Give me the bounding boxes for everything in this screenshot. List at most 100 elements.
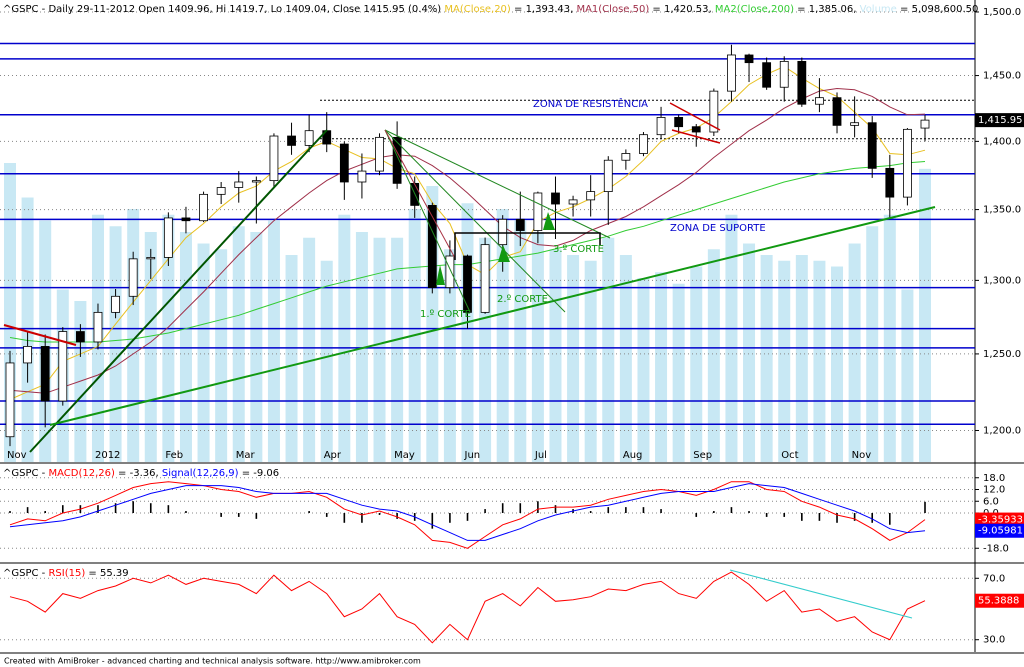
- header-part: = 1,385.06,: [794, 4, 860, 15]
- histogram-bar: [431, 513, 434, 529]
- candle-body: [779, 60, 789, 88]
- candle-body: [674, 117, 684, 128]
- header-part: MA2(Close,200): [715, 4, 794, 15]
- histogram-bar: [853, 513, 856, 521]
- value-tag: [975, 113, 1024, 128]
- candle-body: [181, 217, 191, 222]
- volume-bar: [391, 237, 404, 462]
- candle-body: [216, 187, 226, 195]
- x-tick-label: Feb: [165, 450, 183, 461]
- volume-bar: [21, 197, 34, 462]
- volume-bar: [250, 232, 263, 462]
- candle-body: [551, 192, 560, 205]
- histogram-bar: [924, 501, 926, 513]
- value-tag: [975, 512, 1024, 527]
- volume-bar: [672, 283, 685, 462]
- volume-bar: [496, 209, 509, 462]
- candle-body: [427, 205, 437, 288]
- candle-body: [75, 331, 85, 343]
- volume-bar: [707, 249, 720, 462]
- histogram-bar: [625, 507, 627, 513]
- histogram-bar: [889, 513, 891, 525]
- trend-line: [384, 129, 456, 259]
- y-tick-label: 1,300.0: [983, 275, 1021, 286]
- y-tick-label: 1,450.0: [983, 71, 1021, 82]
- y-tick-label: 12.0: [983, 485, 1005, 496]
- x-tick-label: Jun: [464, 450, 481, 461]
- trend-line: [384, 129, 471, 313]
- arrow: [498, 245, 510, 262]
- trend-line: [29, 129, 328, 453]
- x-tick-label: Nov: [852, 450, 872, 461]
- y-tick-label: 1,400.0: [983, 136, 1021, 147]
- x-tick-label: May: [394, 450, 415, 461]
- volume-bar: [584, 260, 597, 462]
- candle-body: [357, 170, 367, 183]
- candle-body: [709, 90, 719, 133]
- histogram-bar: [519, 503, 522, 513]
- volume-bar: [848, 243, 861, 462]
- trend-line: [3, 324, 77, 346]
- volume-bar: [531, 232, 544, 462]
- histogram-bar: [554, 505, 557, 513]
- x-tick-label: 2012: [95, 450, 120, 461]
- header-part: MA1(Close,50): [576, 4, 649, 15]
- header-part: Volume: [860, 4, 897, 15]
- header-part: MA(Close,20): [444, 4, 511, 15]
- annotation: ZONA DE SUPORTE: [670, 223, 766, 234]
- histogram-bar: [660, 509, 662, 513]
- annotation: 2.º CORTE: [497, 294, 548, 305]
- volume-bar: [655, 272, 668, 462]
- header-part: ^GSPC -: [3, 468, 48, 479]
- candle-body: [850, 122, 860, 126]
- volume-bar: [901, 289, 914, 462]
- support-box: [454, 232, 601, 260]
- histogram-bar: [836, 513, 838, 523]
- value-tag: [975, 593, 1024, 608]
- histogram-bar: [44, 511, 46, 513]
- candle-body: [463, 255, 472, 313]
- candle-body: [23, 346, 32, 364]
- histogram-bar: [61, 505, 64, 513]
- candle-body: [287, 135, 296, 146]
- arrow: [436, 265, 445, 285]
- panel-header: ^GSPC - RSI(15) = 55.39: [3, 568, 129, 579]
- candle-body: [128, 258, 138, 297]
- candle-body: [691, 126, 701, 133]
- candle-body: [867, 122, 877, 169]
- histogram-bar: [167, 505, 170, 513]
- histogram-bar: [783, 513, 786, 517]
- panel-header: ^GSPC - MACD(12,26) = -3.36, Signal(12,2…: [3, 468, 279, 479]
- volume-bar: [831, 266, 844, 462]
- volume-bar: [303, 237, 316, 462]
- histogram-bar: [132, 501, 134, 513]
- volume-bar: [549, 249, 562, 462]
- candle-body: [304, 130, 314, 146]
- histogram-bar: [765, 513, 768, 517]
- candle-body: [639, 134, 648, 154]
- histogram-bar: [466, 513, 469, 521]
- header-part: = 1,420.53,: [649, 4, 715, 15]
- candle-body: [58, 331, 68, 402]
- volume-bar: [267, 220, 280, 462]
- volume-bar: [285, 255, 298, 462]
- trend-line: [384, 129, 566, 313]
- candle-body: [920, 119, 930, 129]
- series-line: [9, 571, 926, 644]
- header-part: MACD(12,26): [48, 468, 115, 479]
- candle-body: [40, 346, 50, 402]
- volume-bar: [619, 255, 632, 462]
- histogram-bar: [871, 513, 874, 523]
- trend-line: [49, 206, 936, 426]
- volume-bar: [919, 168, 931, 462]
- histogram-bar: [607, 507, 610, 513]
- volume-bar: [109, 226, 122, 462]
- annotation: ZONA DE RESISTÊNCIA: [533, 97, 648, 110]
- candle-body: [815, 97, 824, 105]
- header-part: = 1,393.43,: [511, 4, 577, 15]
- histogram-bar: [501, 503, 504, 513]
- header-part: ^GSPC -: [3, 568, 48, 579]
- histogram-bar: [255, 513, 258, 519]
- x-tick-label: Nov: [7, 450, 27, 461]
- panel-header: ^GSPC - Daily 29-11-2012 Open 1409.96, H…: [3, 4, 978, 15]
